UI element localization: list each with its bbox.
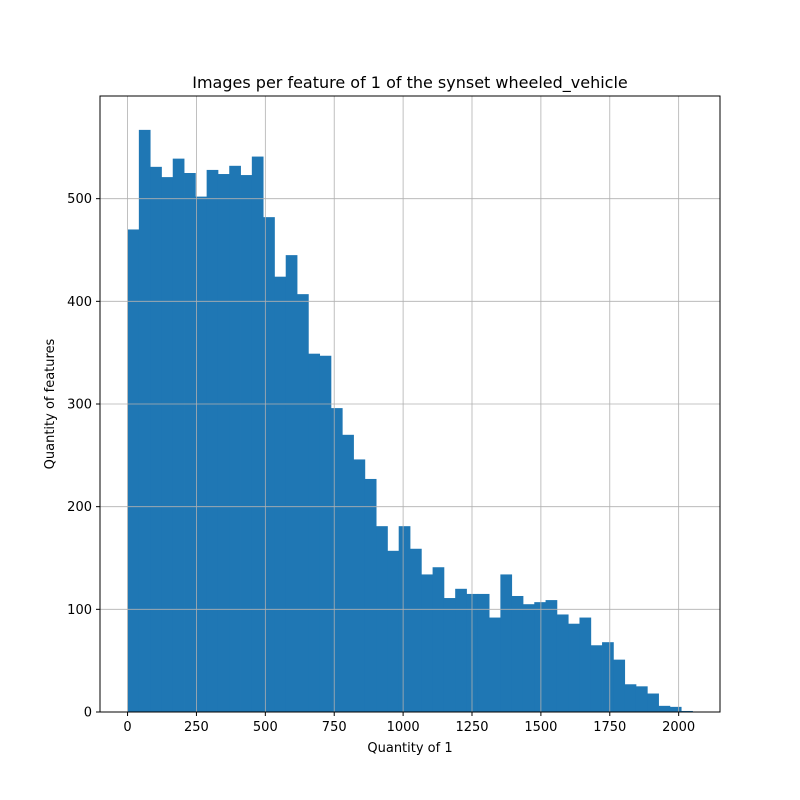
histogram-bar <box>172 158 185 712</box>
y-tick-label: 300 <box>67 398 92 413</box>
histogram-bars <box>100 96 720 713</box>
histogram-bar <box>511 595 524 712</box>
histogram-bar <box>206 169 219 713</box>
x-tick-label: 1000 <box>387 720 420 735</box>
histogram-bar <box>274 276 287 712</box>
histogram-bar <box>138 129 151 712</box>
histogram-bar <box>387 550 400 712</box>
histogram-bar <box>217 174 230 712</box>
histogram-bar <box>297 294 309 712</box>
chart-title: Images per feature of 1 of the synset wh… <box>192 73 628 93</box>
histogram-bar <box>398 526 411 712</box>
x-axis-ticks: 0 250 500 750 1000 1250 1500 1750 2000 <box>123 712 695 735</box>
histogram-bar <box>364 478 377 712</box>
histogram-bar <box>342 434 354 712</box>
y-tick-label: 100 <box>67 603 92 618</box>
histogram-bar <box>624 684 637 712</box>
histogram-bar <box>658 705 671 712</box>
x-tick-label: 500 <box>253 720 278 735</box>
histogram-bar <box>263 217 275 712</box>
histogram-bar <box>353 459 366 712</box>
histogram-bar <box>229 165 241 712</box>
histogram-bar <box>432 567 445 712</box>
histogram-bar <box>534 602 546 712</box>
histogram-bar <box>455 588 467 712</box>
x-tick-label: 250 <box>184 720 209 735</box>
histogram-bar <box>500 574 513 712</box>
histogram-bar <box>421 574 433 712</box>
histogram-bar <box>150 166 162 713</box>
histogram-bar <box>545 600 558 712</box>
histogram-bar <box>602 642 614 712</box>
histogram-bar <box>590 645 603 712</box>
histogram-bar <box>161 177 174 713</box>
x-tick-label: 1250 <box>455 720 488 735</box>
histogram-bar <box>251 156 264 712</box>
histogram-bar <box>635 686 648 712</box>
y-axis-label: Quantity of features <box>43 338 58 469</box>
histogram-bar <box>681 710 693 712</box>
histogram-bar <box>579 617 592 712</box>
y-axis-ticks: 0 100 200 300 400 500 <box>67 192 100 721</box>
x-tick-label: 0 <box>123 720 131 735</box>
histogram-bar <box>410 548 422 712</box>
histogram-bar <box>613 659 626 712</box>
histogram-bar <box>127 229 140 712</box>
x-tick-label: 2000 <box>662 720 695 735</box>
y-tick-label: 500 <box>67 192 92 207</box>
y-tick-label: 0 <box>84 706 92 721</box>
histogram-bar <box>556 614 569 712</box>
histogram-bar <box>489 617 501 712</box>
histogram-bar <box>568 623 580 712</box>
x-tick-label: 750 <box>322 720 347 735</box>
histogram-bar <box>195 196 208 713</box>
x-axis-label: Quantity of 1 <box>367 741 452 756</box>
histogram-bar <box>647 693 659 712</box>
histogram-bar <box>330 408 343 712</box>
histogram-bar <box>319 355 332 712</box>
histogram-bar <box>285 255 298 712</box>
x-tick-label: 1750 <box>593 720 626 735</box>
histogram-bar <box>522 604 535 712</box>
histogram-bar <box>308 353 321 712</box>
histogram-bar <box>376 526 388 712</box>
histogram-bar <box>669 706 682 712</box>
histogram-bar <box>184 173 196 712</box>
histogram-bar <box>240 175 253 713</box>
histogram-bar <box>477 593 490 712</box>
y-tick-label: 200 <box>67 500 92 515</box>
x-tick-label: 1500 <box>524 720 557 735</box>
histogram-bar <box>443 598 456 712</box>
y-tick-label: 400 <box>67 295 92 310</box>
